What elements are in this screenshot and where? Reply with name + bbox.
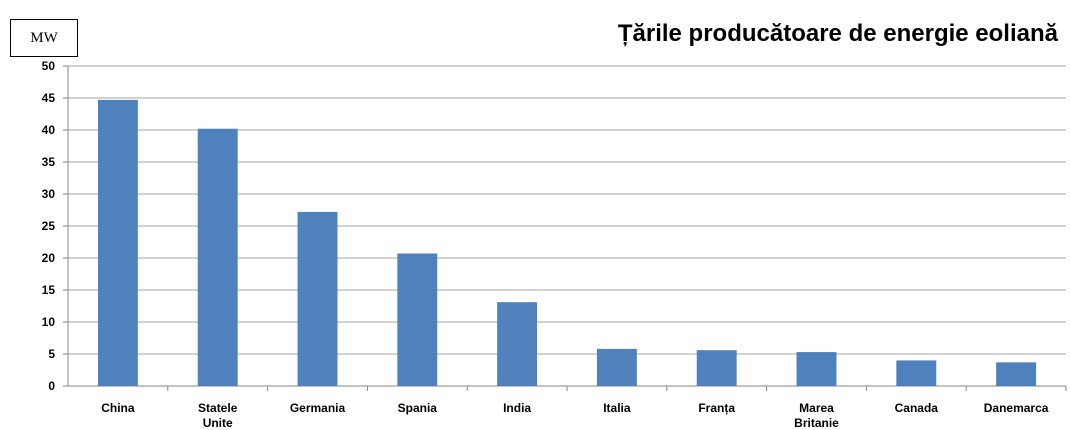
bar (796, 352, 837, 386)
y-tick-label: 35 (42, 155, 56, 169)
x-tick-label: Danemarca (984, 401, 1049, 415)
x-tick-label: Marea Britanie (794, 401, 839, 430)
x-tick-label: China (101, 401, 135, 415)
x-tick-label: Italia (603, 401, 631, 415)
y-tick-label: 15 (42, 283, 56, 297)
bar (896, 360, 937, 386)
bar (497, 302, 538, 386)
chart-title: Țările producătoare de energie eoliană (617, 20, 1058, 47)
x-tick-label: Franța (698, 401, 735, 415)
y-tick-label: 20 (42, 251, 56, 265)
x-tick-label-line: China (101, 401, 135, 415)
x-tick-label-line: Spania (398, 401, 438, 415)
bar (197, 128, 238, 386)
x-tick-label-line: Italia (603, 401, 631, 415)
x-tick-label-line: India (503, 401, 531, 415)
x-tick-label-line: Britanie (794, 416, 839, 430)
x-tick-label-line: Statele (198, 401, 238, 415)
y-tick-label: 30 (42, 187, 56, 201)
y-tick-label: 0 (48, 379, 55, 393)
x-tick-label: India (503, 401, 531, 415)
bar (397, 253, 438, 386)
y-tick-label: 5 (48, 347, 55, 361)
bar (996, 362, 1037, 386)
y-tick-label: 40 (42, 123, 56, 137)
x-tick-label-line: Franța (698, 401, 735, 415)
y-tick-label: 50 (42, 59, 56, 73)
x-tick-label: Canada (895, 401, 939, 415)
bar (297, 211, 338, 386)
bar (596, 348, 637, 386)
x-tick-label-line: Marea (799, 401, 834, 415)
x-tick-label: Spania (398, 401, 438, 415)
y-tick-label: 25 (42, 219, 56, 233)
y-tick-label: 45 (42, 91, 56, 105)
y-tick-label: 10 (42, 315, 56, 329)
x-tick-label: Germania (290, 401, 346, 415)
x-tick-label-line: Danemarca (984, 401, 1049, 415)
bar (97, 99, 138, 387)
unit-label: MW (10, 19, 78, 57)
bar (696, 350, 737, 386)
x-tick-label: Statele Unite (198, 401, 238, 430)
x-tick-label-line: Germania (290, 401, 346, 415)
x-tick-label-line: Unite (203, 416, 233, 430)
x-tick-label-line: Canada (895, 401, 939, 415)
